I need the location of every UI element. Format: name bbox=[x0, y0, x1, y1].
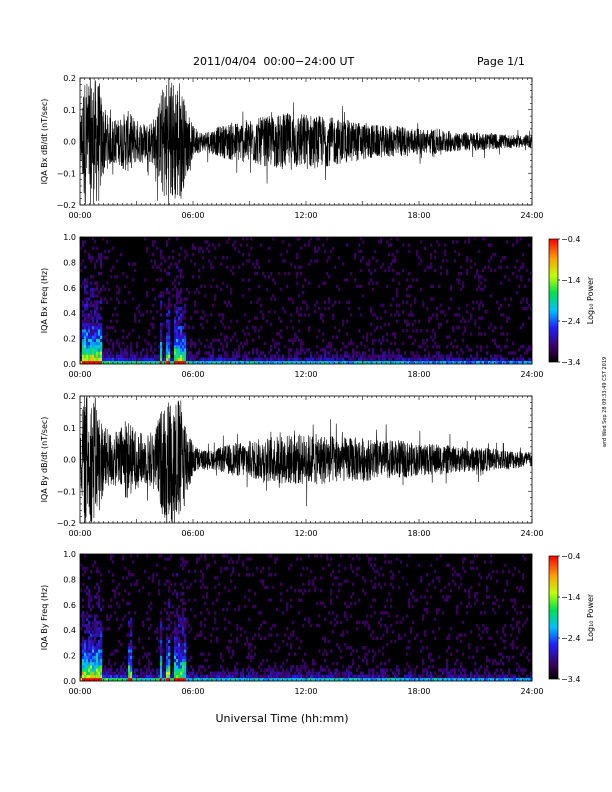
panel-1: 00:00 06:00 12:00 18:00 24:00 −0.2 −0.1 0.0 0.1 0… bbox=[40, 74, 544, 220]
y-tick-label: 0.1 bbox=[63, 424, 76, 433]
x-tick-label: 24:00 bbox=[520, 370, 543, 379]
y-tick-label: 0.2 bbox=[63, 74, 76, 83]
y-tick-label: 0.6 bbox=[63, 601, 76, 610]
y-tick-label: 0.1 bbox=[63, 106, 76, 115]
y-tick-label: −0.2 bbox=[57, 519, 76, 528]
x-tick-label: 00:00 bbox=[68, 370, 91, 379]
y-tick-label: 0.0 bbox=[63, 360, 76, 369]
x-tick-label: 18:00 bbox=[407, 687, 430, 696]
x-tick-label: 18:00 bbox=[407, 370, 430, 379]
x-tick-label: 24:00 bbox=[520, 529, 543, 538]
x-tick-label: 12:00 bbox=[294, 370, 317, 379]
y-tick-label: 0.4 bbox=[63, 626, 76, 635]
x-tick-label: 06:00 bbox=[181, 529, 204, 538]
colorbar: −0.4 −1.4 −2.4 −3.4 Log₁₀ Power bbox=[548, 235, 595, 367]
side-stamp: wrd Wed Sep 28 09:33:49 CST 2019 bbox=[602, 357, 608, 447]
page-title: 2011/04/04 00:00−24:00 UT bbox=[193, 55, 355, 68]
x-tick-label: 18:00 bbox=[407, 529, 430, 538]
panel-4: −0.4 −1.4 −2.4 −3.4 Log₁₀ Power 00:00 06:00 12:… bbox=[40, 550, 595, 696]
x-tick-label: 00:00 bbox=[68, 687, 91, 696]
y-tick-label: −0.1 bbox=[57, 169, 76, 178]
x-tick-label: 06:00 bbox=[181, 370, 204, 379]
y-tick-label: 0.6 bbox=[63, 284, 76, 293]
panel-3: 00:00 06:00 12:00 18:00 24:00 −0.2 −0.1 0.0 0.1 0… bbox=[40, 392, 544, 538]
x-tick-label: 24:00 bbox=[520, 687, 543, 696]
axis-ticks bbox=[79, 553, 533, 682]
x-tick-label: 12:00 bbox=[294, 211, 317, 220]
y-tick-label: 0.2 bbox=[63, 392, 76, 401]
colorbar-gradient bbox=[548, 238, 559, 363]
y-tick-label: −0.2 bbox=[57, 201, 76, 210]
axis-ticks bbox=[79, 236, 533, 365]
waveform-trace bbox=[80, 78, 532, 205]
axis-ticks bbox=[79, 77, 533, 206]
y-tick-label: 0.0 bbox=[63, 138, 76, 147]
y-tick-label: 0.2 bbox=[63, 335, 76, 344]
colorbar-tick-label: −3.4 bbox=[561, 675, 580, 684]
y-tick-label: 0.0 bbox=[63, 456, 76, 465]
x-tick-label: 06:00 bbox=[181, 211, 204, 220]
colorbar-gradient bbox=[548, 555, 559, 680]
y-tick-label: 1.0 bbox=[63, 550, 76, 559]
y-tick-label: 1.0 bbox=[63, 233, 76, 242]
x-tick-label: 00:00 bbox=[68, 529, 91, 538]
y-axis-label: IQA Bx Freq (Hz) bbox=[40, 268, 49, 334]
y-axis-label: IQA By Freq (Hz) bbox=[40, 585, 49, 651]
colorbar: −0.4 −1.4 −2.4 −3.4 Log₁₀ Power bbox=[548, 552, 595, 684]
x-tick-label: 12:00 bbox=[294, 529, 317, 538]
spectrogram-cells bbox=[80, 237, 533, 365]
y-tick-label: −0.1 bbox=[57, 487, 76, 496]
y-tick-label: 0.2 bbox=[63, 652, 76, 661]
x-tick-label: 18:00 bbox=[407, 211, 430, 220]
waveform-trace bbox=[80, 396, 532, 523]
y-tick-label: 0.0 bbox=[63, 677, 76, 686]
colorbar-tick-label: −2.4 bbox=[561, 634, 580, 643]
x-tick-label: 00:00 bbox=[68, 211, 91, 220]
y-tick-label: 0.8 bbox=[63, 258, 76, 267]
colorbar-tick-label: −1.4 bbox=[561, 276, 580, 285]
colorbar-tick-label: −0.4 bbox=[561, 235, 580, 244]
x-axis-label: Universal Time (hh:mm) bbox=[216, 712, 349, 725]
y-tick-label: 0.8 bbox=[63, 575, 76, 584]
x-tick-label: 24:00 bbox=[520, 211, 543, 220]
page-number: Page 1/1 bbox=[477, 55, 525, 68]
colorbar-tick-label: −0.4 bbox=[561, 552, 580, 561]
panel-2: −0.4 −1.4 −2.4 −3.4 Log₁₀ Power 00:00 06:00 12:… bbox=[40, 233, 595, 379]
axis-ticks bbox=[79, 395, 533, 524]
spectrogram-cells bbox=[80, 554, 533, 682]
y-axis-label: IQA Bx dB/dt (nT/sec) bbox=[40, 99, 49, 185]
colorbar-tick-label: −2.4 bbox=[561, 317, 580, 326]
colorbar-label: Log₁₀ Power bbox=[586, 276, 595, 324]
x-tick-label: 06:00 bbox=[181, 687, 204, 696]
x-tick-label: 12:00 bbox=[294, 687, 317, 696]
y-axis-label: IQA By dB/dt (nT/sec) bbox=[40, 417, 49, 503]
y-tick-label: 0.4 bbox=[63, 309, 76, 318]
colorbar-label: Log₁₀ Power bbox=[586, 593, 595, 641]
colorbar-tick-label: −1.4 bbox=[561, 593, 580, 602]
colorbar-tick-label: −3.4 bbox=[561, 358, 580, 367]
